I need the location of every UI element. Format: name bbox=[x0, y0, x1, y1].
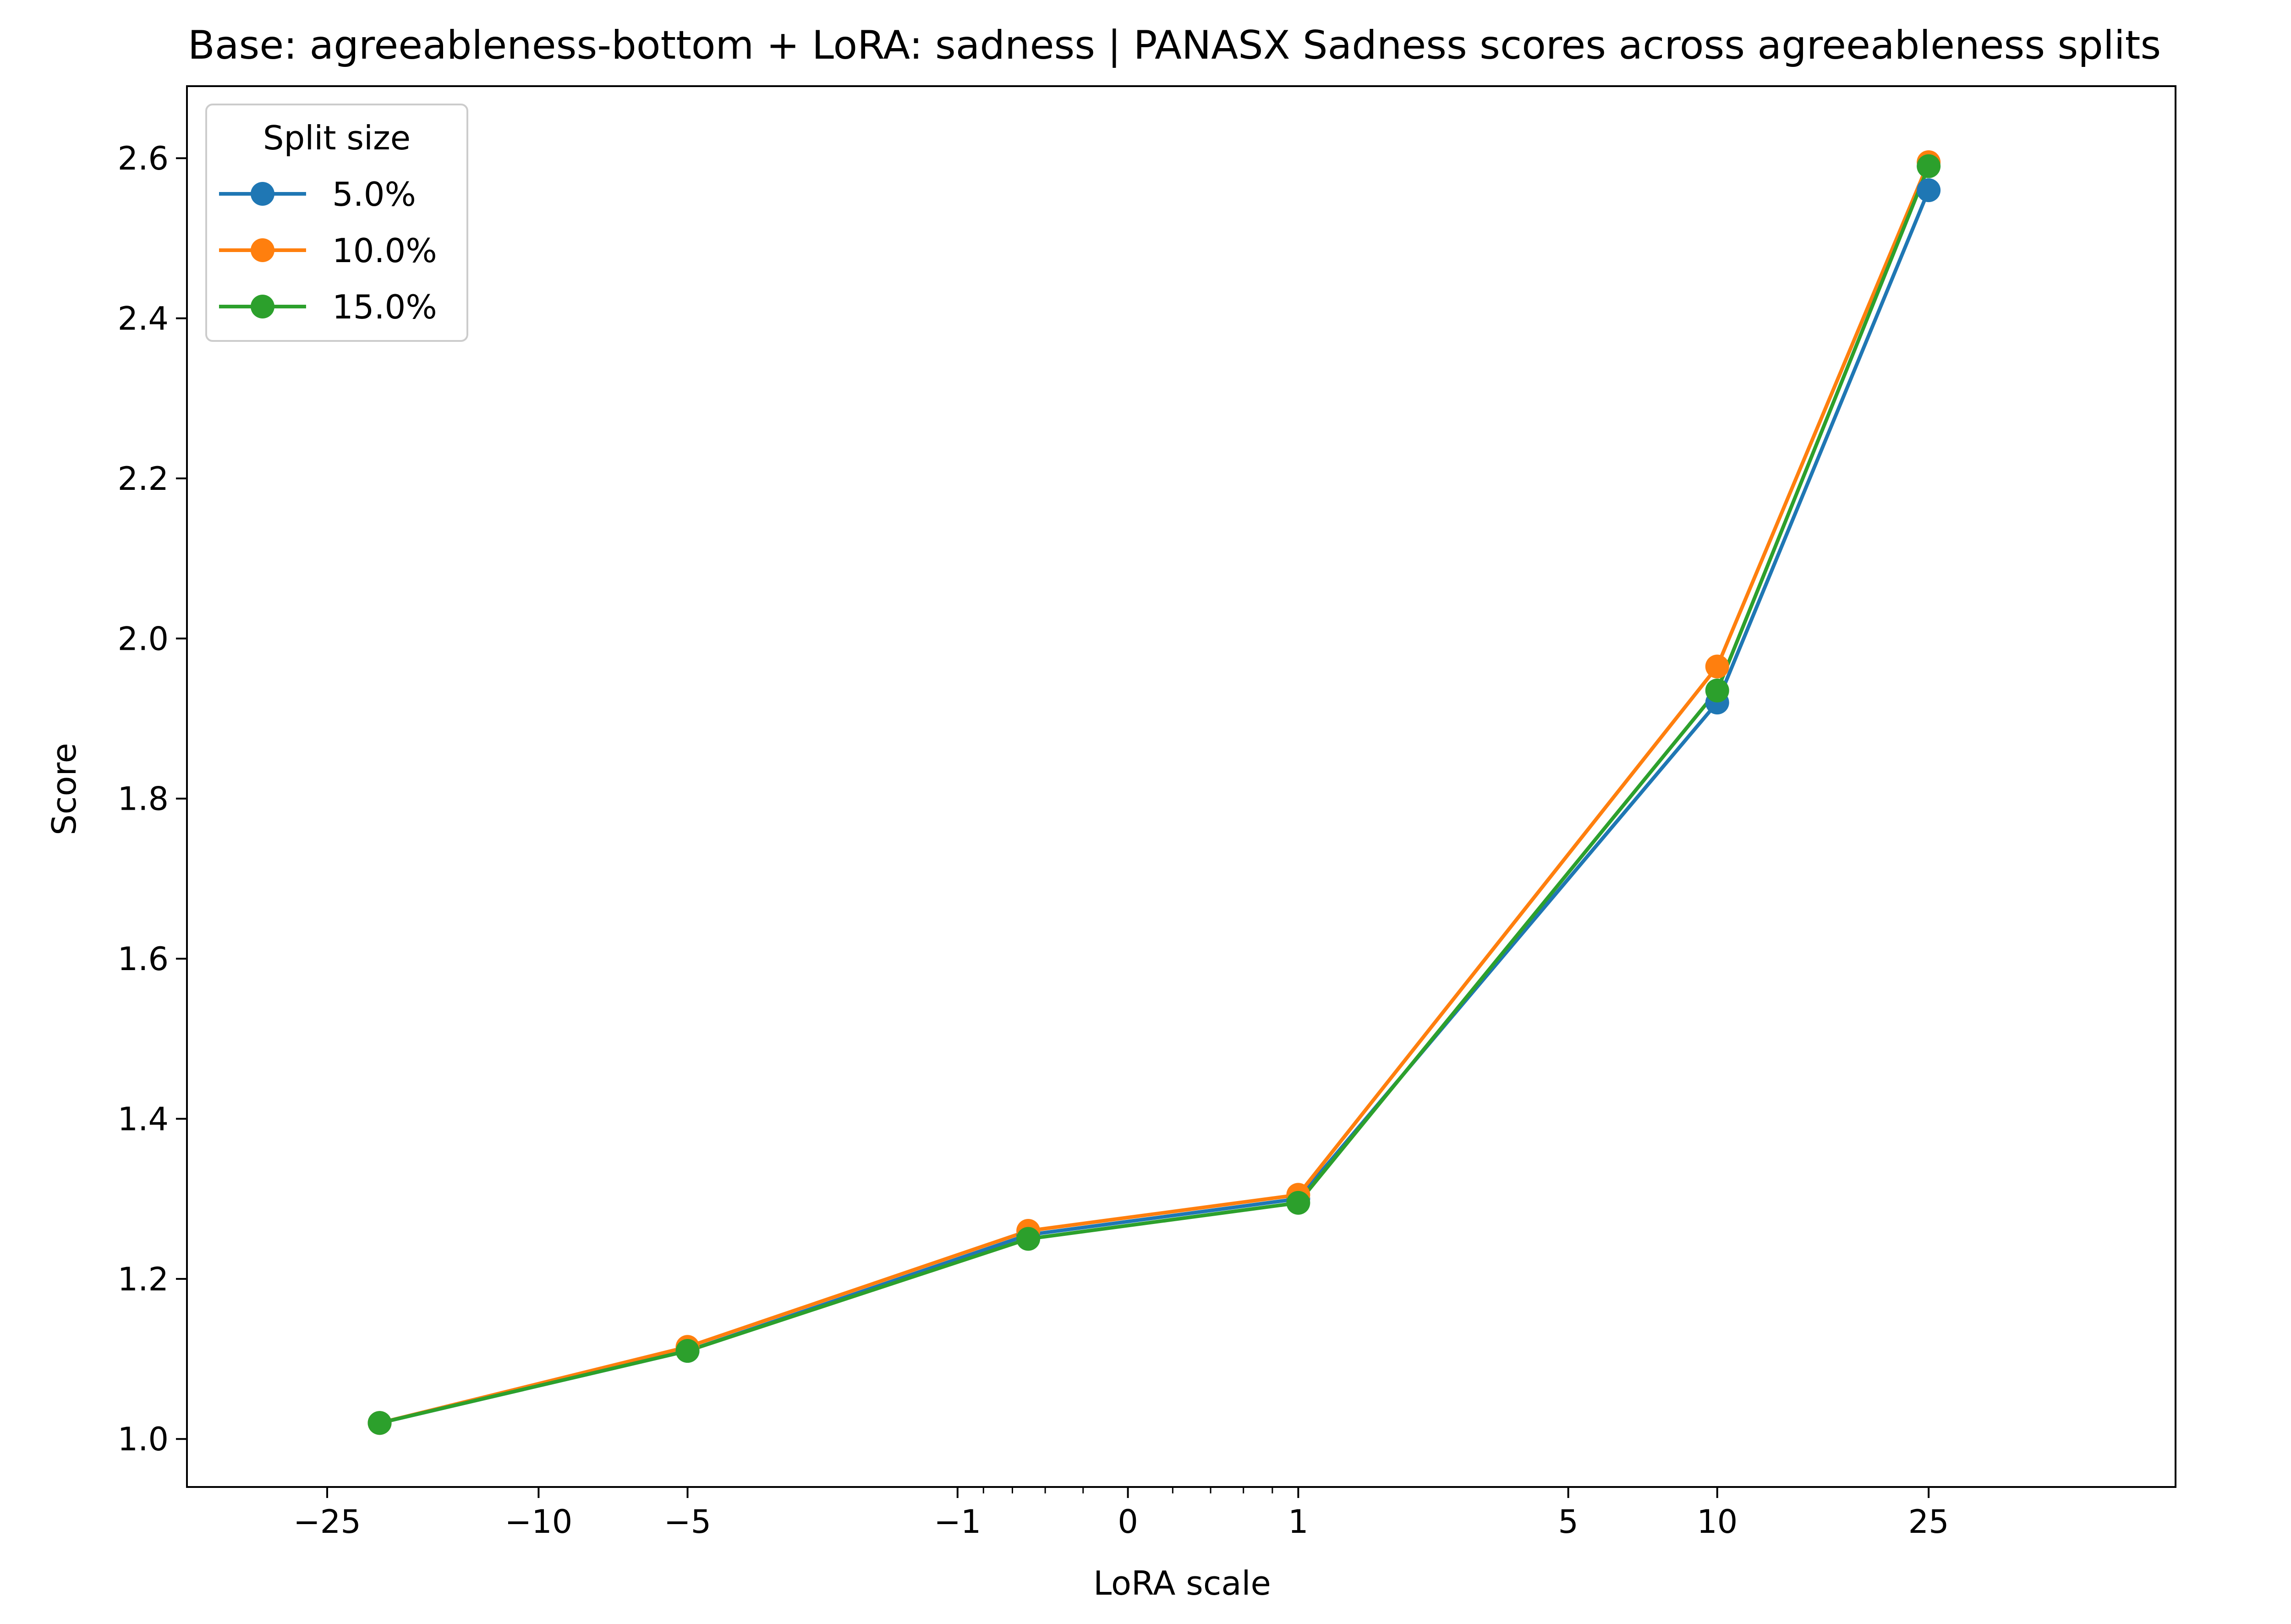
x-tick-label-4: 0 bbox=[1118, 1503, 1138, 1541]
legend-label-0: 5.0% bbox=[332, 175, 416, 214]
y-tick-label-5: 2.0 bbox=[118, 620, 169, 658]
x-tick-label-6: 5 bbox=[1558, 1503, 1578, 1541]
data-point-2-4 bbox=[1705, 678, 1729, 702]
data-point-0-5 bbox=[1917, 178, 1941, 203]
data-point-1-4 bbox=[1705, 654, 1729, 679]
plot-frame bbox=[186, 85, 2176, 1488]
plot-area: 1.01.21.41.61.82.02.22.42.6−25 −10 −5 −1 0 1 5… bbox=[118, 85, 2176, 1541]
y-axis-label: Score bbox=[45, 743, 83, 835]
y-tick-label-6: 2.2 bbox=[118, 460, 169, 498]
legend-label-2: 15.0% bbox=[332, 288, 437, 326]
y-tick-label-2: 1.4 bbox=[118, 1100, 169, 1138]
y-tick-label-8: 2.6 bbox=[118, 140, 169, 177]
y-tick-label-0: 1.0 bbox=[118, 1421, 169, 1458]
legend-box bbox=[205, 104, 468, 342]
legend-label-1: 10.0% bbox=[332, 231, 437, 270]
series-line-1 bbox=[379, 161, 1930, 1425]
data-point-2-2 bbox=[1016, 1227, 1041, 1251]
x-tick-label-8: 25 bbox=[1908, 1503, 1949, 1541]
x-tick-label-0: −25 bbox=[293, 1503, 361, 1541]
x-tick-label-5: 1 bbox=[1288, 1503, 1309, 1541]
chart-title: Base: agreeableness-bottom + LoRA: sadne… bbox=[188, 22, 2161, 68]
x-tick-label-2: −5 bbox=[664, 1503, 711, 1541]
y-tick-label-7: 2.4 bbox=[118, 300, 169, 338]
x-tick-label-7: 10 bbox=[1697, 1503, 1737, 1541]
legend: Split size 5.0% 10.0% 15.0% bbox=[205, 104, 468, 342]
y-tick-label-3: 1.6 bbox=[118, 940, 169, 978]
data-point-2-3 bbox=[1286, 1191, 1310, 1215]
series-line-2 bbox=[379, 165, 1930, 1425]
legend-title: Split size bbox=[263, 119, 411, 157]
data-point-2-5 bbox=[1917, 154, 1941, 178]
data-point-2-1 bbox=[675, 1339, 700, 1363]
legend-marker-1 bbox=[251, 238, 274, 262]
y-tick-label-1: 1.2 bbox=[118, 1261, 169, 1298]
data-point-2-0 bbox=[367, 1411, 392, 1435]
x-axis-label: LoRA scale bbox=[1093, 1564, 1271, 1602]
x-tick-label-1: −10 bbox=[505, 1503, 573, 1541]
x-tick-label-3: −1 bbox=[934, 1503, 981, 1541]
y-tick-label-4: 1.8 bbox=[118, 780, 169, 818]
legend-marker-0 bbox=[251, 182, 274, 206]
legend-marker-2 bbox=[251, 295, 274, 318]
